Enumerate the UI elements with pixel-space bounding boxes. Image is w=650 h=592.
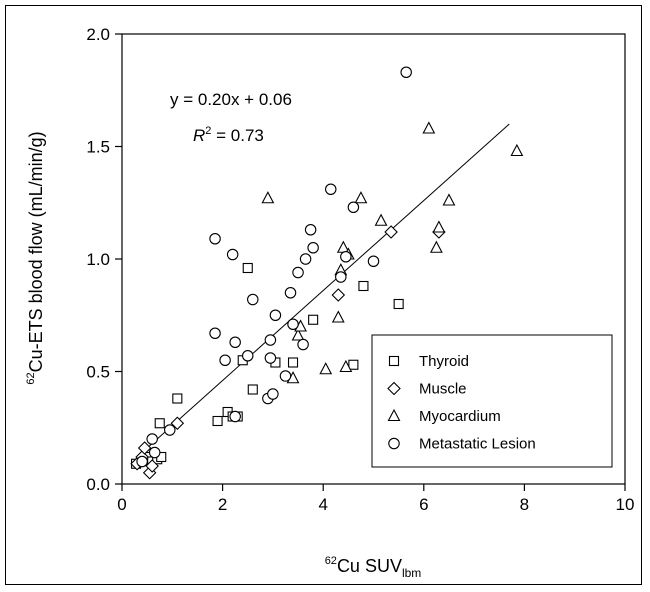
diamond-point — [331, 288, 346, 302]
triangle-point — [339, 359, 353, 373]
circle-point — [136, 455, 148, 468]
x-tick-label: 2 — [218, 495, 227, 514]
x-axis-title-superscript: 62 — [325, 555, 337, 567]
triangle-point — [432, 220, 446, 233]
y-tick-label: 2.0 — [86, 25, 110, 44]
diamond-point — [145, 459, 159, 473]
r-exponent: 2 — [205, 125, 211, 137]
chart-frame — [5, 5, 642, 585]
circle-point — [267, 388, 279, 400]
square-point — [172, 393, 183, 404]
diamond-point — [170, 416, 185, 431]
x-axis-title-subscript: lbm — [402, 566, 421, 580]
diamond-point — [384, 225, 398, 239]
legend-label: Metastatic Lesion — [419, 436, 536, 453]
fit-line — [136, 123, 510, 458]
r-squared-value: = 0.73 — [211, 126, 263, 145]
circle-point — [229, 410, 241, 423]
triangle-point — [442, 193, 456, 206]
circle-point — [209, 233, 221, 245]
regression-line — [136, 123, 510, 458]
x-tick-label: 0 — [117, 495, 126, 514]
circle-point — [347, 201, 360, 214]
y-axis-title-superscript: 62 — [25, 372, 37, 384]
square-point — [247, 384, 258, 395]
circle-point — [400, 66, 412, 79]
circle-point — [279, 370, 292, 382]
square-point — [348, 359, 359, 370]
legend-label: Muscle — [419, 381, 467, 398]
y-tick-label: 1.0 — [86, 250, 110, 269]
triangle-point — [510, 143, 524, 157]
circle-point — [324, 183, 337, 196]
circle-point — [335, 271, 347, 283]
legend: Thyroid Muscle Myocardium Metastatic Lesion — [371, 334, 613, 468]
circle-point — [340, 251, 352, 263]
axes: 0 2 4 6 8 10 0.0 0.5 1.0 1.5 2.0 — [86, 25, 634, 514]
r-squared-annotation: R2 = 0.73 — [193, 125, 264, 145]
triangle-point — [429, 240, 443, 253]
y-tick-label: 1.5 — [86, 138, 110, 157]
y-axis-title: 62Cu-ETS blood flow (mL/min/g) — [25, 131, 46, 384]
y-tick-label: 0.0 — [86, 475, 110, 494]
regression-equation: y = 0.20x + 0.06 — [170, 90, 292, 109]
circle-point — [219, 354, 231, 366]
square-point — [358, 280, 369, 292]
square-point — [212, 415, 223, 427]
triangle-point — [331, 310, 345, 323]
square-point — [393, 298, 404, 310]
x-tick-label: 4 — [318, 495, 327, 514]
series-metastatic-lesion — [136, 66, 412, 468]
legend-box — [371, 334, 613, 468]
legend-marker-circle — [388, 437, 400, 450]
y-axis-title-main: Cu-ETS blood flow (mL/min/g) — [26, 131, 46, 372]
square-point — [242, 262, 253, 274]
circle-point — [292, 266, 304, 279]
circle-point — [146, 433, 158, 445]
legend-marker-diamond — [387, 381, 401, 396]
legend-label: Thyroid — [419, 353, 469, 370]
circle-point — [242, 349, 254, 362]
circle-point — [304, 224, 317, 236]
circle-point — [148, 446, 161, 459]
circle-point — [247, 293, 259, 306]
circle-point — [229, 336, 241, 348]
circle-point — [307, 242, 319, 254]
circle-point — [284, 286, 297, 299]
triangle-point — [261, 191, 275, 204]
legend-marker-square — [388, 355, 400, 367]
y-tick-label: 0.5 — [86, 363, 110, 382]
circle-point — [299, 253, 312, 265]
series-thyroid — [131, 262, 404, 469]
square-point — [308, 314, 319, 325]
square-point — [287, 357, 299, 368]
triangle-point — [374, 213, 388, 226]
diamond-point — [137, 441, 152, 455]
circle-point — [287, 318, 299, 330]
legend-marker-triangle — [387, 408, 401, 422]
data-points — [130, 66, 524, 480]
circle-point — [209, 327, 221, 339]
circle-point — [164, 424, 176, 436]
circle-point — [264, 334, 277, 346]
r-symbol: R — [193, 126, 205, 145]
x-tick-label: 6 — [419, 495, 428, 514]
circle-point — [367, 255, 380, 267]
x-axis-title: 62Cu SUVlbm — [325, 555, 422, 580]
triangle-point — [291, 328, 305, 341]
x-tick-label: 10 — [616, 495, 635, 514]
circle-point — [297, 338, 309, 351]
circle-point — [264, 352, 277, 364]
triangle-point — [422, 121, 436, 134]
triangle-point — [354, 191, 368, 204]
triangle-point — [319, 362, 333, 375]
circle-point — [226, 248, 239, 261]
legend-label: Myocardium — [419, 408, 501, 425]
circle-point — [269, 309, 282, 321]
square-point — [154, 418, 165, 429]
x-tick-label: 8 — [520, 495, 529, 514]
x-axis-title-main: Cu SUV — [337, 556, 402, 576]
